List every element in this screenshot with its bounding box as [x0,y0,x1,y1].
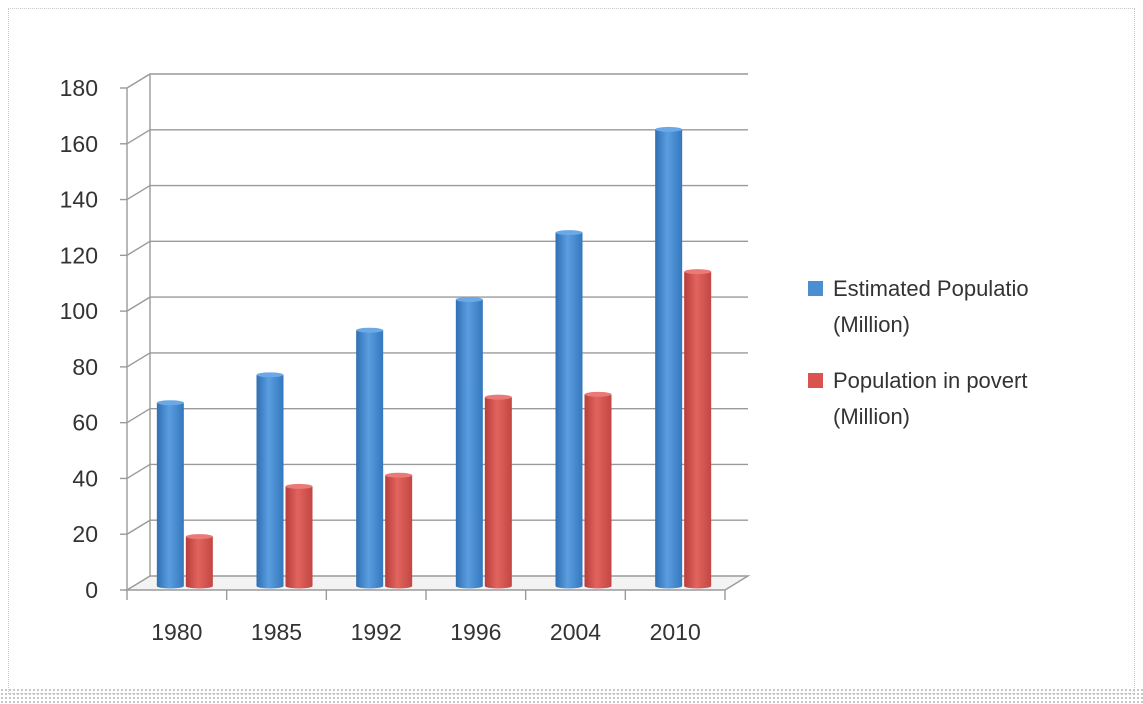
bar-base [256,583,284,589]
bar [555,230,583,589]
bar-top [285,483,313,489]
x-tick-label: 1996 [450,619,501,645]
bars [156,126,712,589]
legend-label: Population in povert [833,368,1027,393]
bar-base [684,583,712,589]
tick-labels: 0 20 40 60 80 100 120 140 160 180 1980 1985 1992 1996… [60,75,701,645]
gridline [126,73,748,89]
bar-top [584,391,612,397]
bar [285,483,313,589]
gridline [126,240,748,256]
bar [185,534,213,589]
bar-top [684,269,712,275]
bar [256,372,284,589]
bar-body [256,374,284,586]
gridline [126,184,748,201]
bar-body [356,330,384,586]
bar-base [356,583,384,589]
bar [484,394,512,589]
bar-body [555,232,583,586]
bar-body [285,486,313,586]
gridline [126,296,748,312]
gridline [126,407,748,424]
bar-body [185,536,213,586]
bar-base [156,583,184,589]
gridline [126,352,748,368]
y-tick-label: 40 [72,465,98,491]
bar-top [555,230,583,236]
dotted-border-strip [0,688,1143,704]
legend-label: (Million) [833,404,910,429]
bar-base [385,583,413,589]
bar-top [385,472,413,478]
bar-base [285,583,313,589]
x-tick-label: 1980 [151,619,202,645]
legend-label: Estimated Populatio [833,276,1029,301]
legend: Estimated Populatio (Million) Population i… [808,276,1029,429]
bar-base [584,583,612,589]
bar-top [655,126,683,132]
gridline [126,463,748,480]
y-tick-label: 60 [72,410,98,436]
bar [356,327,384,589]
bar [455,297,483,589]
legend-swatch [808,281,823,296]
bar [584,391,612,589]
bar-base [185,583,213,589]
y-tick-label: 160 [60,131,98,157]
bar-top [484,394,512,400]
bar-top [256,372,284,378]
legend-swatch [808,373,823,388]
bar-top [185,534,213,540]
x-tick-label: 2004 [550,619,601,645]
bar-body [584,394,612,586]
y-tick-label: 100 [60,298,98,324]
x-tick-label: 2010 [650,619,701,645]
y-tick-label: 80 [72,354,98,380]
bar-body [385,475,413,586]
legend-label: (Million) [833,312,910,337]
bar-top [156,400,184,406]
y-tick-label: 120 [60,242,98,268]
chart-floor [124,575,751,591]
bar-base [455,583,483,589]
bar-body [655,129,683,586]
bar [385,472,413,589]
y-tick-label: 20 [72,521,98,547]
bar-body [455,299,483,586]
bar-base [655,583,683,589]
y-tick-label: 180 [60,75,98,101]
bar [156,400,184,589]
bar [684,269,712,589]
x-tick-label: 1985 [251,619,302,645]
y-tick-label: 0 [85,577,98,603]
bar-body [684,271,712,586]
bar-body [484,397,512,586]
gridline [126,129,748,145]
bar-base [555,583,583,589]
gridline [126,519,748,535]
bar-body [156,402,184,586]
axes [120,74,751,600]
y-tick-label: 140 [60,187,98,213]
x-tick-label: 1992 [351,619,402,645]
bar [655,126,683,589]
bar-top [455,297,483,303]
bar-top [356,327,384,333]
bar-base [484,583,512,589]
grid-lines [126,73,748,535]
